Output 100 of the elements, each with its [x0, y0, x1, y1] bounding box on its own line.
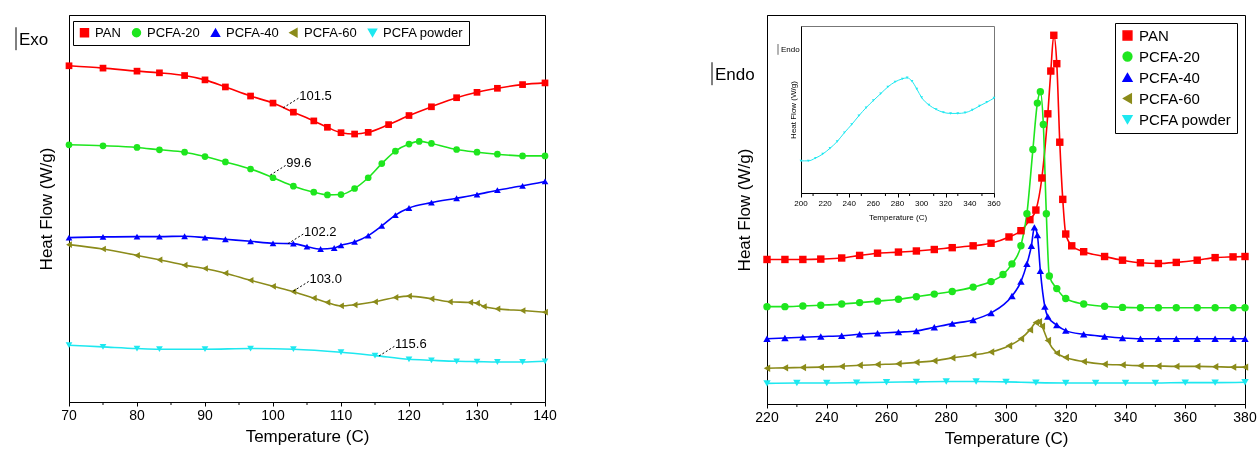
- point: [987, 348, 995, 356]
- point: [494, 84, 501, 92]
- point: [473, 88, 481, 96]
- point: [1053, 349, 1060, 357]
- point: [351, 239, 358, 245]
- annotation: 99.6: [286, 155, 312, 171]
- x-tick-label: 90: [197, 407, 213, 423]
- point: [838, 362, 845, 371]
- point: [446, 298, 453, 306]
- x-tick-label: 110: [329, 407, 353, 423]
- point: [1029, 145, 1037, 154]
- annotation: 102.2: [303, 223, 337, 239]
- point: [351, 130, 358, 138]
- point: [519, 182, 526, 189]
- point: [987, 277, 995, 286]
- point: [99, 234, 107, 240]
- point: [1008, 292, 1016, 300]
- point: [948, 320, 956, 327]
- point: [270, 282, 276, 290]
- point: [814, 156, 817, 160]
- point: [541, 358, 549, 365]
- point: [763, 302, 771, 311]
- point: [931, 357, 938, 365]
- point: [817, 333, 825, 340]
- point: [494, 359, 501, 365]
- legend-label: PCFA-60: [1139, 89, 1200, 107]
- point: [1121, 379, 1130, 387]
- annotation: 103.0: [309, 271, 342, 287]
- y-axis-title: Heat Flow (W/g): [36, 147, 56, 271]
- point: [1118, 303, 1127, 312]
- x-tick-label: 280: [934, 409, 959, 425]
- point: [133, 345, 141, 352]
- point: [453, 146, 460, 153]
- point: [837, 300, 846, 308]
- point: [338, 302, 344, 310]
- point: [1044, 313, 1052, 320]
- x-tick-label: 220: [818, 199, 833, 208]
- x-axis-title: Temperature (C): [944, 429, 1069, 448]
- point: [1045, 272, 1054, 280]
- point: [494, 150, 501, 158]
- point: [519, 81, 526, 88]
- point: [1091, 379, 1100, 387]
- point: [987, 309, 995, 317]
- point: [1005, 233, 1013, 241]
- point: [817, 363, 824, 371]
- point: [882, 379, 891, 386]
- point: [873, 249, 882, 257]
- point: [1154, 304, 1163, 312]
- point: [428, 140, 435, 147]
- y-axis-title: Heat Flow (W/g): [734, 148, 754, 272]
- point: [453, 358, 460, 365]
- point: [913, 358, 920, 367]
- point: [1041, 303, 1049, 310]
- point: [1036, 87, 1045, 96]
- point: [99, 343, 107, 350]
- point: [133, 67, 141, 75]
- point: [1118, 256, 1127, 264]
- point: [942, 378, 950, 385]
- point: [912, 247, 921, 255]
- point: [1030, 224, 1039, 231]
- point: [873, 297, 882, 305]
- y-axis-title: Heat Flow (W/g): [788, 80, 798, 139]
- point: [837, 254, 846, 262]
- point: [806, 159, 810, 163]
- text: Endo: [715, 65, 755, 84]
- point: [1044, 336, 1052, 345]
- point: [1027, 242, 1036, 250]
- point: [856, 361, 863, 369]
- point: [1193, 335, 1201, 342]
- annotation: 115.6: [395, 335, 427, 351]
- point: [337, 242, 345, 249]
- point: [873, 329, 882, 337]
- point: [385, 121, 392, 128]
- point: [324, 191, 331, 199]
- point: [1017, 335, 1025, 343]
- x-tick-label: 320: [1054, 409, 1078, 425]
- point: [415, 138, 423, 145]
- point: [453, 94, 460, 102]
- point: [1062, 294, 1070, 303]
- point: [941, 111, 945, 114]
- point: [392, 212, 399, 218]
- point: [1100, 333, 1109, 340]
- x-tick-label: 100: [261, 407, 285, 423]
- point: [290, 182, 297, 190]
- point: [406, 292, 412, 300]
- point: [1181, 379, 1189, 386]
- point: [100, 245, 106, 253]
- point: [392, 147, 399, 155]
- point: [222, 83, 229, 91]
- point: [310, 188, 318, 196]
- point: [987, 239, 995, 247]
- x-tick-label: 340: [1113, 409, 1138, 425]
- x-tick-label: 80: [129, 407, 145, 423]
- point: [1119, 361, 1126, 369]
- x-tick-label: 140: [533, 407, 557, 423]
- point: [269, 174, 277, 182]
- point: [1017, 278, 1025, 285]
- legend-label: PCFA-40: [1139, 68, 1200, 86]
- point: [874, 360, 881, 369]
- point: [1047, 67, 1055, 75]
